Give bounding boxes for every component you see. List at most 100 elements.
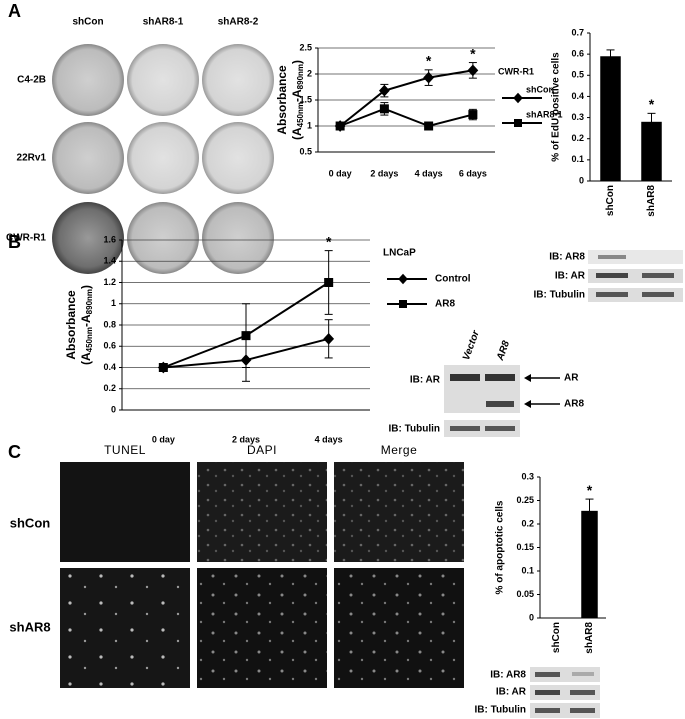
y-label-part: 450nm: [296, 102, 305, 127]
legend-label: AR8: [435, 299, 455, 310]
series-line: [339, 69, 474, 127]
y-label-part: -A: [79, 314, 93, 327]
y-tick-label: 0.3: [521, 471, 534, 481]
y-label-part: ): [290, 60, 304, 64]
x-tick-label: 6 days: [459, 168, 487, 178]
y-tick-label: 2: [307, 68, 312, 78]
y-tick-label: 0.2: [103, 383, 116, 393]
column-label: shAR8-1: [143, 17, 184, 28]
marker: [398, 273, 408, 285]
x-tick-label: 4 days: [415, 168, 443, 178]
blot-b: [444, 365, 560, 437]
y-tick-label: 1.5: [299, 94, 312, 104]
x-tick-label: shAR8: [646, 185, 657, 217]
y-tick-label: 1.2: [103, 277, 116, 287]
band-label: AR8: [564, 399, 584, 410]
marker: [399, 300, 407, 308]
y-tick-label: 0.2: [521, 518, 534, 528]
x-tick-label: 4 days: [315, 434, 343, 444]
marker: [468, 110, 478, 120]
marker: [158, 363, 168, 372]
marker: [324, 278, 334, 287]
row-label: 22Rv1: [17, 153, 47, 164]
x-tick-label: 0 day: [152, 434, 175, 444]
y-tick-label: 0.2: [571, 133, 584, 143]
y-tick-label: 0.05: [516, 589, 534, 599]
x-tick-label: 2 days: [232, 434, 260, 444]
plates: [52, 44, 274, 274]
marker: [335, 121, 345, 131]
micrographs: [60, 462, 464, 688]
lane-label: AR8: [495, 339, 513, 363]
row-label: CWR-R1: [6, 233, 46, 244]
y-tick-label: 0.1: [571, 154, 584, 164]
y-tick-label: 1.6: [103, 234, 116, 244]
y-tick-label: 0.1: [521, 565, 534, 575]
y-axis-label: % of apoptotic cells: [495, 500, 506, 594]
x-tick-label: shAR8: [584, 622, 595, 654]
legend-title: LNCaP: [383, 248, 416, 259]
marker: [423, 71, 435, 84]
x-tick-label: 2 days: [370, 168, 398, 178]
annotation: *: [326, 233, 332, 249]
annotation: *: [587, 482, 593, 498]
y-axis-label: % of EdU positive cells: [551, 52, 562, 162]
legend-title: CWR-R1: [498, 66, 534, 76]
y-tick-label: 0.6: [571, 49, 584, 59]
annotation: *: [649, 96, 655, 112]
y-tick-label: 1: [307, 120, 312, 130]
y-tick-label: 0.5: [299, 146, 312, 156]
error-bar: [647, 112, 656, 131]
marker: [424, 121, 434, 131]
y-tick-label: 0.4: [571, 91, 584, 101]
blot-a: [588, 250, 683, 302]
error-bar: [606, 49, 615, 64]
row-label: shCon: [10, 515, 51, 530]
y-tick-label: 0.4: [103, 362, 116, 372]
legend-label: shAR8-1: [526, 109, 563, 119]
y-axis-label: Absorbance: [64, 290, 78, 360]
series-line: [339, 107, 474, 128]
blot-label: IB: Tubulin: [534, 290, 585, 301]
y-tick-label: 0.3: [571, 112, 584, 122]
y-label-part: ): [79, 285, 93, 289]
row-label: shAR8: [9, 619, 50, 634]
x-tick-label: shCon: [551, 622, 562, 653]
marker: [323, 332, 335, 345]
legend-label: Control: [435, 274, 471, 285]
bar: [641, 121, 662, 181]
bar: [581, 510, 598, 618]
y-tick-label: 2.5: [299, 42, 312, 52]
y-tick-label: 0.15: [516, 542, 534, 552]
blot-label: IB: AR: [555, 271, 586, 282]
blot-label: IB: AR8: [490, 670, 526, 681]
y-tick-label: 0.6: [103, 341, 116, 351]
y-tick-label: 0: [579, 175, 584, 185]
y-label-part: 890nm: [85, 289, 94, 314]
marker: [513, 92, 523, 104]
marker: [514, 119, 522, 127]
column-label: shAR8-2: [218, 17, 259, 28]
y-tick-label: 0: [529, 612, 534, 622]
marker: [467, 64, 479, 77]
lane-label: Vector: [461, 328, 482, 362]
y-tick-label: 0.7: [571, 27, 584, 37]
y-label-part: (A: [79, 352, 93, 365]
column-label: Merge: [381, 443, 418, 457]
blot-label: IB: Tubulin: [389, 424, 440, 435]
panel-label: C: [8, 442, 21, 462]
marker: [241, 331, 251, 341]
marker: [379, 104, 389, 114]
annotation: *: [426, 53, 432, 69]
y-tick-label: 1: [111, 298, 116, 308]
row-label: C4-2B: [17, 75, 46, 86]
column-label: shCon: [72, 17, 103, 28]
blot-label: IB: Tubulin: [475, 705, 526, 716]
y-tick-label: 0.5: [571, 70, 584, 80]
blot-label: IB: AR: [496, 687, 527, 698]
x-tick-label: 0 day: [329, 168, 352, 178]
error-bar: [585, 498, 594, 524]
bar: [600, 56, 621, 181]
y-label-part: (A: [290, 127, 304, 140]
